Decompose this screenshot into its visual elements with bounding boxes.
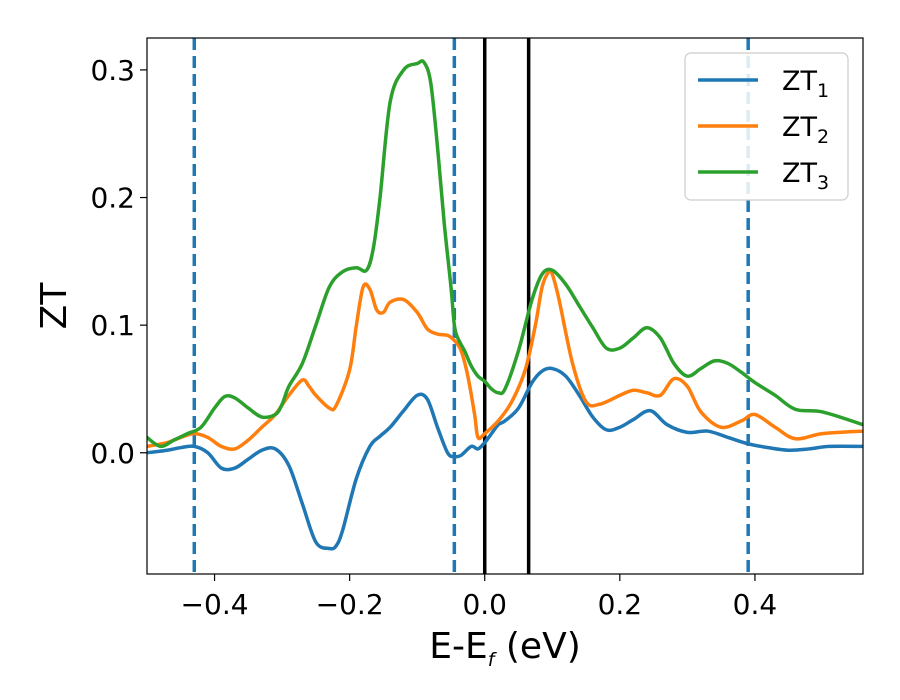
y-tick-label: 0.2 [90,182,135,215]
plot-frame [146,37,864,575]
reference-lines [192,38,750,574]
legend-label-1: ZT1 [782,66,829,102]
legend-label-2: ZT2 [782,112,829,148]
x-axis: −0.4 −0.2 0.0 0.2 0.4 [181,574,778,621]
x-tick-label: 0.2 [598,588,643,621]
x-tick-label: −0.2 [316,588,384,621]
y-tick-label: 0.3 [90,54,135,87]
y-axis: 0.0 0.1 0.2 0.3 [90,54,147,470]
legend-label-3: ZT3 [782,158,829,194]
legend-box [684,52,849,201]
series-line-3 [147,59,863,449]
y-tick-label: 0.1 [90,309,135,342]
x-axis-label: E-Ef (eV) [429,626,581,671]
y-tick-label: 0.0 [90,437,135,470]
x-tick-label: 0.4 [733,588,778,621]
x-tick-label: 0.0 [462,588,507,621]
series-line-1 [147,366,863,551]
series-lines [147,59,863,551]
x-tick-label: −0.4 [181,588,249,621]
legend: ZT1 ZT2 ZT3 [684,52,849,201]
y-axis-label: ZT [34,282,75,330]
